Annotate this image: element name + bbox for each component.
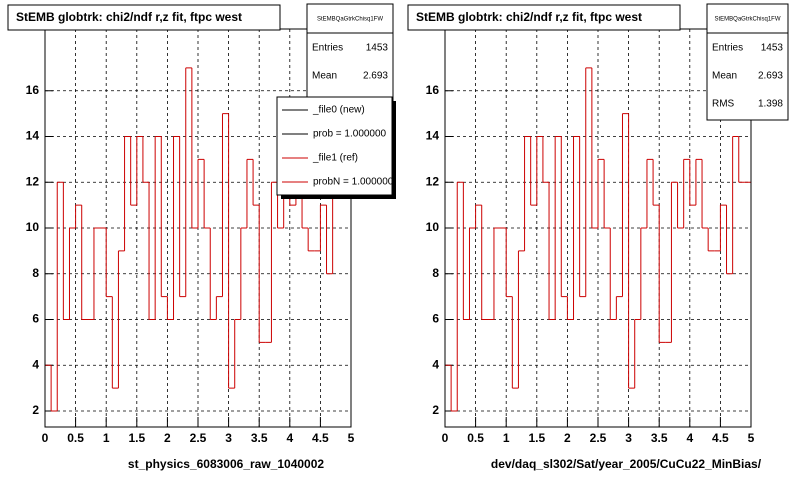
x-tick-label: 0 <box>442 431 449 445</box>
y-tick-label: 2 <box>432 403 439 417</box>
y-tick-label: 12 <box>26 174 40 188</box>
stats-title: StEMBQaGtrkChisq1FW <box>714 17 780 23</box>
stats-label: Mean <box>712 71 737 82</box>
stats-label: RMS <box>712 99 735 110</box>
x-tick-label: 5 <box>748 431 755 445</box>
x-tick-label: 2 <box>564 431 571 445</box>
y-tick-label: 8 <box>32 266 39 280</box>
stats-value: 2.693 <box>363 71 388 82</box>
x-tick-label: 0.5 <box>67 431 84 445</box>
y-tick-label: 16 <box>26 83 40 97</box>
stats-value: 2.693 <box>758 71 783 82</box>
x-tick-label: 0.5 <box>467 431 484 445</box>
legend-label: probN = 1.000000 <box>313 177 394 188</box>
title-box <box>7 4 281 31</box>
y-tick-label: 6 <box>32 312 39 326</box>
y-tick-label: 14 <box>426 129 440 143</box>
x-axis-label: dev/daq_sl302/Sat/year_2005/CuCu22_MinBi… <box>491 457 762 471</box>
x-axis-label: st_physics_6083006_raw_1040002 <box>128 457 324 471</box>
x-tick-label: 1 <box>103 431 110 445</box>
x-tick-label: 1.5 <box>128 431 145 445</box>
x-tick-label: 0 <box>42 431 49 445</box>
y-tick-label: 10 <box>426 220 440 234</box>
x-tick-label: 4.5 <box>312 431 329 445</box>
stats-box: StEMBQaGtrkChisq1FW Entries 1453 Mean 2.693 R… <box>706 3 789 121</box>
legend-label: _file0 (new) <box>312 105 365 116</box>
y-tick-label: 6 <box>432 312 439 326</box>
chart-title: StEMB globtrk: chi2/ndf r,z fit, ftpc we… <box>16 10 242 24</box>
x-tick-label: 5 <box>348 431 355 445</box>
y-tick-label: 16 <box>426 83 440 97</box>
y-tick-label: 4 <box>32 357 39 371</box>
x-tick-label: 3.5 <box>251 431 268 445</box>
y-tick-label: 12 <box>426 174 440 188</box>
stats-value: 1453 <box>761 43 784 54</box>
chart-title: StEMB globtrk: chi2/ndf r,z fit, ftpc we… <box>416 10 642 24</box>
legend-frame <box>276 96 393 196</box>
y-tick-label: 4 <box>432 357 439 371</box>
x-tick-label: 1 <box>503 431 510 445</box>
y-tick-label: 2 <box>32 403 39 417</box>
legend-label: prob = 1.000000 <box>313 129 387 140</box>
stats-value: 1.398 <box>758 99 783 110</box>
x-tick-label: 4.5 <box>712 431 729 445</box>
x-tick-label: 3 <box>625 431 632 445</box>
y-tick-label: 8 <box>432 266 439 280</box>
x-tick-label: 3 <box>225 431 232 445</box>
x-tick-label: 2.5 <box>190 431 207 445</box>
x-tick-label: 1.5 <box>528 431 545 445</box>
title-box <box>407 4 681 31</box>
stats-title: StEMBQaGtrkChisq1FW <box>317 17 383 23</box>
stats-label: Entries <box>312 43 343 54</box>
stats-value: 1453 <box>366 43 389 54</box>
stats-frame <box>706 3 789 121</box>
x-tick-label: 2 <box>164 431 171 445</box>
legend-label: _file1 (ref) <box>312 153 358 164</box>
stats-label: Entries <box>712 43 743 54</box>
y-tick-label: 10 <box>26 220 40 234</box>
x-tick-label: 4 <box>286 431 293 445</box>
x-tick-label: 2.5 <box>590 431 607 445</box>
x-tick-label: 4 <box>686 431 693 445</box>
y-tick-label: 14 <box>26 129 40 143</box>
x-tick-label: 3.5 <box>651 431 668 445</box>
legend: _file0 (new) prob = 1.000000 _file1 (ref) p… <box>276 96 396 199</box>
stats-label: Mean <box>312 71 337 82</box>
